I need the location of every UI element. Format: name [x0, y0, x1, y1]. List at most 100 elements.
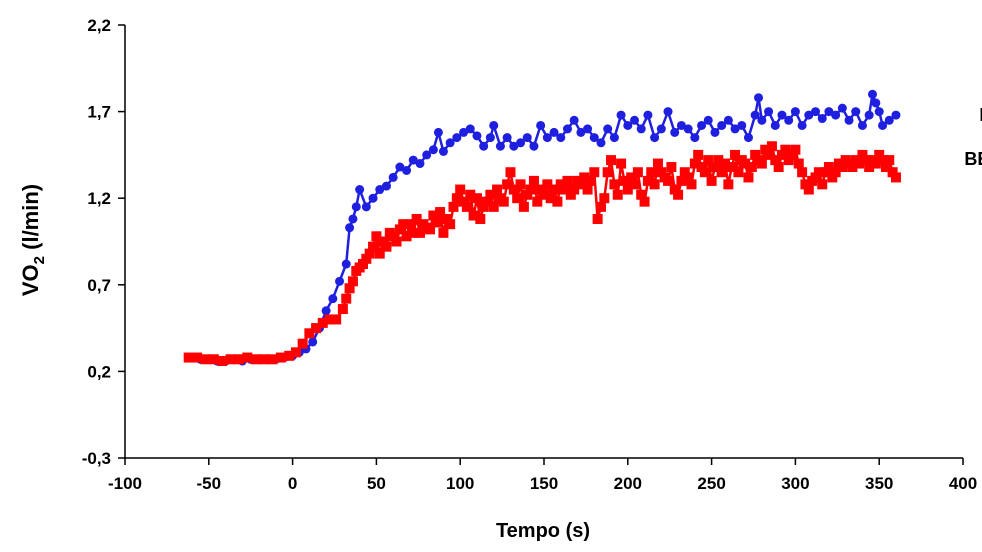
data-point-be	[703, 155, 714, 166]
data-point-be	[663, 175, 674, 186]
data-point-er	[368, 193, 378, 203]
data-point-be	[378, 236, 389, 247]
data-point-er	[737, 120, 747, 130]
data-point-be	[482, 196, 493, 207]
x-tick-label: 0	[288, 474, 297, 493]
data-point-be	[877, 155, 888, 166]
data-point-be	[525, 184, 536, 195]
data-point-be	[612, 189, 623, 200]
data-point-be	[626, 172, 637, 183]
data-point-be	[512, 193, 523, 204]
data-point-be	[225, 354, 236, 365]
data-point-be	[864, 162, 875, 173]
data-point-be	[890, 172, 901, 183]
data-point-er	[676, 120, 686, 130]
data-point-er	[395, 162, 405, 172]
data-point-be	[217, 356, 228, 367]
data-point-be	[394, 224, 405, 235]
data-point-er	[636, 124, 646, 134]
data-point-be	[448, 201, 459, 212]
data-point-be	[880, 162, 891, 173]
data-point-er	[509, 141, 519, 151]
data-point-be	[609, 179, 620, 190]
tick-labels: -100 -50 0 50 100 150 200 250 300 350 400 -0,3 0,2 0,…	[82, 16, 977, 493]
data-point-be	[297, 338, 308, 349]
data-point-er	[438, 146, 448, 156]
data-point-be	[689, 158, 700, 169]
data-point-be	[445, 219, 456, 230]
series-label-er: ER	[979, 105, 982, 125]
data-point-be	[857, 149, 868, 160]
data-point-be	[656, 167, 667, 178]
data-point-er	[770, 120, 780, 130]
data-point-er	[549, 127, 559, 137]
data-point-er	[616, 110, 626, 120]
data-point-er	[844, 115, 854, 125]
data-point-be	[542, 179, 553, 190]
data-point-er	[459, 127, 469, 137]
data-point-be	[810, 172, 821, 183]
data-point-be	[783, 155, 794, 166]
data-point-be	[498, 196, 509, 207]
data-point-be	[803, 184, 814, 195]
data-point-be	[743, 172, 754, 183]
data-point-er	[690, 133, 700, 143]
data-point-be	[713, 155, 724, 166]
data-point-er	[804, 110, 814, 120]
x-tick-label: 100	[446, 474, 474, 493]
data-point-er	[743, 133, 753, 143]
data-point-er	[408, 155, 418, 165]
data-point-be	[820, 167, 831, 178]
data-point-be	[539, 189, 549, 200]
y-axis-title-subscript: 2	[31, 256, 48, 264]
data-point-er	[345, 223, 355, 233]
data-point-er	[764, 107, 774, 117]
data-point-be	[696, 162, 707, 173]
data-point-be	[629, 179, 640, 190]
data-point-be	[304, 328, 315, 339]
data-point-be	[267, 354, 278, 365]
data-point-be	[364, 248, 375, 259]
data-point-be	[518, 201, 529, 212]
data-point-be	[398, 219, 409, 230]
data-point-be	[478, 201, 489, 212]
data-point-be	[787, 149, 798, 160]
data-point-er	[754, 93, 764, 103]
data-point-be	[602, 167, 613, 178]
data-point-er	[837, 103, 847, 113]
data-point-be	[455, 184, 466, 195]
data-point-er	[472, 131, 482, 141]
data-point-be	[485, 189, 496, 200]
data-point-be	[756, 158, 767, 169]
data-point-be	[341, 293, 352, 304]
data-point-er	[630, 115, 640, 125]
data-point-be	[726, 162, 737, 173]
data-point-be	[565, 189, 576, 200]
data-point-be	[669, 184, 680, 195]
data-point-er	[874, 107, 884, 117]
data-point-be	[639, 196, 650, 207]
data-point-er	[495, 141, 505, 151]
data-point-er	[857, 120, 867, 130]
data-point-be	[860, 155, 871, 166]
data-point-be	[709, 162, 720, 173]
data-point-be	[790, 144, 801, 155]
data-point-be	[652, 158, 663, 169]
data-point-be	[887, 167, 898, 178]
data-point-be	[642, 175, 653, 186]
data-point-er	[536, 120, 546, 130]
data-point-be	[344, 283, 355, 294]
data-point-er	[643, 110, 653, 120]
data-point-be	[200, 354, 211, 365]
data-point-er	[730, 124, 740, 134]
series-markers	[183, 89, 901, 367]
data-point-be	[740, 158, 751, 169]
data-point-er	[656, 124, 666, 134]
x-tick-label: 150	[530, 474, 558, 493]
x-tick-label: 250	[697, 474, 725, 493]
data-point-er	[308, 337, 318, 347]
data-point-er	[757, 115, 767, 125]
series-line-er	[191, 93, 897, 363]
data-point-be	[562, 175, 573, 186]
data-point-er	[831, 110, 841, 120]
